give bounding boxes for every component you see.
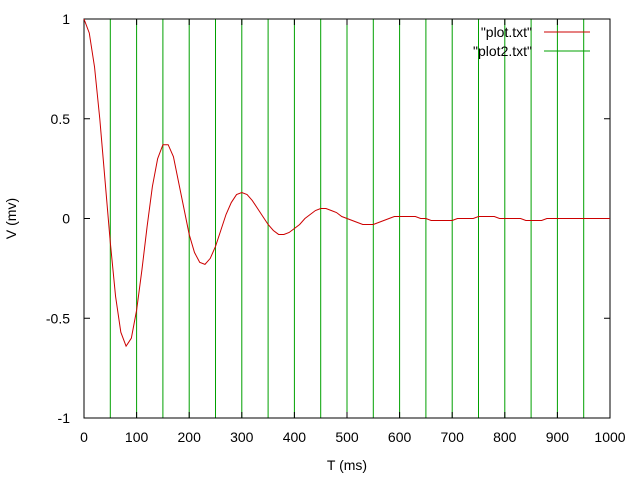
x-tick-label: 400	[283, 429, 307, 445]
x-tick-label: 800	[493, 429, 517, 445]
y-tick-label: 0	[62, 211, 70, 227]
x-axis-label: T (ms)	[327, 457, 367, 473]
y-tick-label: 0.5	[51, 111, 71, 127]
y-tick-label: 1	[62, 11, 70, 27]
x-tick-label: 600	[388, 429, 412, 445]
x-tick-label: 200	[178, 429, 202, 445]
x-tick-label: 0	[80, 429, 88, 445]
legend-label-plot2: "plot2.txt"	[473, 43, 532, 59]
x-tick-label: 100	[125, 429, 149, 445]
x-tick-label: 700	[441, 429, 465, 445]
x-tick-label: 500	[335, 429, 359, 445]
x-tick-label: 300	[230, 429, 254, 445]
axis-tick-labels: 0 100 200 300 400 500 600 700 800 900 1000 -1 -0.5 0 0…	[46, 11, 626, 445]
axis-ticks	[83, 18, 611, 419]
plot-series-line	[83, 18, 610, 348]
y-tick-label: -0.5	[46, 310, 70, 326]
y-axis-label: V (mv)	[3, 198, 19, 239]
legend-label-plot: "plot.txt"	[481, 24, 532, 40]
y-tick-label: -1	[58, 410, 71, 426]
x-tick-label: 1000	[594, 429, 625, 445]
x-tick-label: 900	[546, 429, 570, 445]
legend: "plot.txt" "plot2.txt"	[473, 24, 590, 59]
